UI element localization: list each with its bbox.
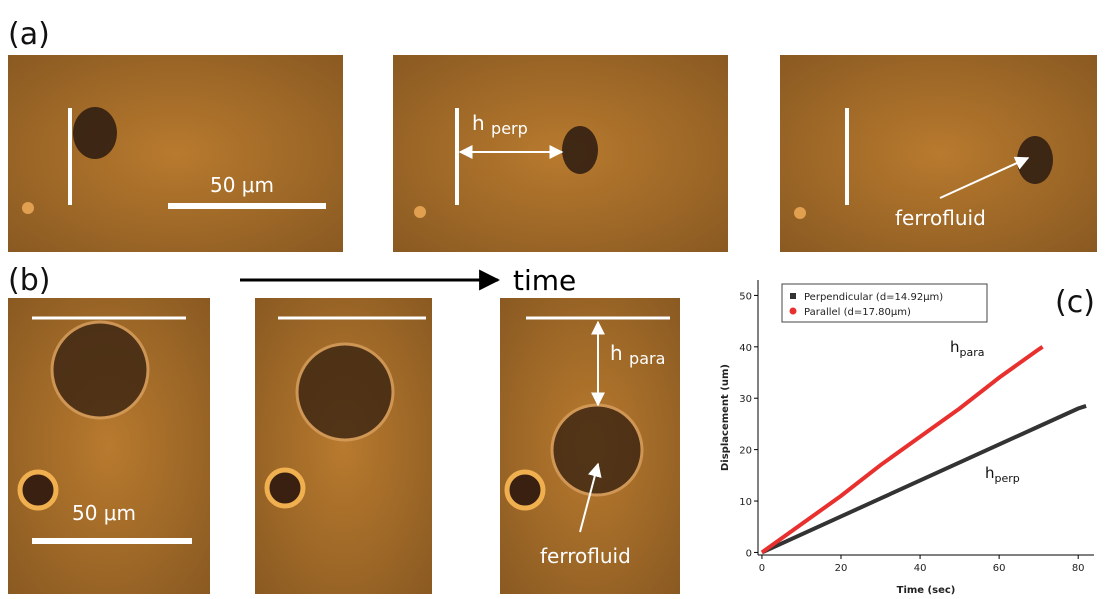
- annotation-main: h: [950, 338, 960, 356]
- y-tick-label: 10: [739, 497, 752, 508]
- sub: perp: [491, 119, 528, 138]
- legend-marker: [790, 308, 797, 315]
- chart: 0 20 40 60 80 0 10 20 30 40 50 Time (sec) Displaceme…: [720, 280, 1094, 596]
- x-axis-label: Time (sec): [897, 585, 956, 596]
- annotation: hpara: [950, 338, 985, 359]
- annotation-sub: perp: [995, 472, 1020, 485]
- legend-marker: [790, 293, 796, 299]
- x-tick-label: 0: [759, 563, 765, 574]
- y-tick-label: 50: [739, 291, 752, 302]
- series-line: [762, 406, 1086, 552]
- x-tick-label: 80: [1072, 563, 1085, 574]
- y-tick-label: 30: [739, 394, 752, 405]
- h: h: [472, 111, 485, 135]
- y-tick-label: 20: [739, 446, 752, 457]
- scale-bar-label: 50 μm: [72, 501, 136, 525]
- legend-label: Perpendicular (d=14.92μm): [804, 292, 943, 303]
- x-tick-label: 60: [993, 563, 1006, 574]
- ferrofluid-label: ferrofluid: [895, 206, 986, 230]
- sub: para: [629, 349, 665, 368]
- panel-label: (a): [8, 17, 50, 52]
- scale-bar-label: 50 μm: [210, 173, 274, 197]
- annotation-main: h: [985, 464, 995, 482]
- panel-label: (c): [1055, 285, 1095, 320]
- x-tick-label: 20: [835, 563, 848, 574]
- time-label: time: [513, 264, 576, 297]
- figure: (a) 50 μm h perp ferrofluid (b) time 50 …: [0, 0, 1106, 599]
- h: h: [610, 341, 623, 365]
- series-line: [762, 347, 1043, 553]
- annotation: hperp: [985, 464, 1020, 485]
- panel-label: (b): [8, 263, 50, 298]
- y-axis-label: Displacement (um): [720, 364, 731, 471]
- x-tick-label: 40: [914, 563, 927, 574]
- ferrofluid-label: ferrofluid: [540, 544, 631, 568]
- annotation-sub: para: [960, 346, 985, 359]
- y-tick-label: 0: [746, 548, 752, 559]
- y-tick-label: 40: [739, 343, 752, 354]
- legend-label: Parallel (d=17.80μm): [804, 307, 911, 318]
